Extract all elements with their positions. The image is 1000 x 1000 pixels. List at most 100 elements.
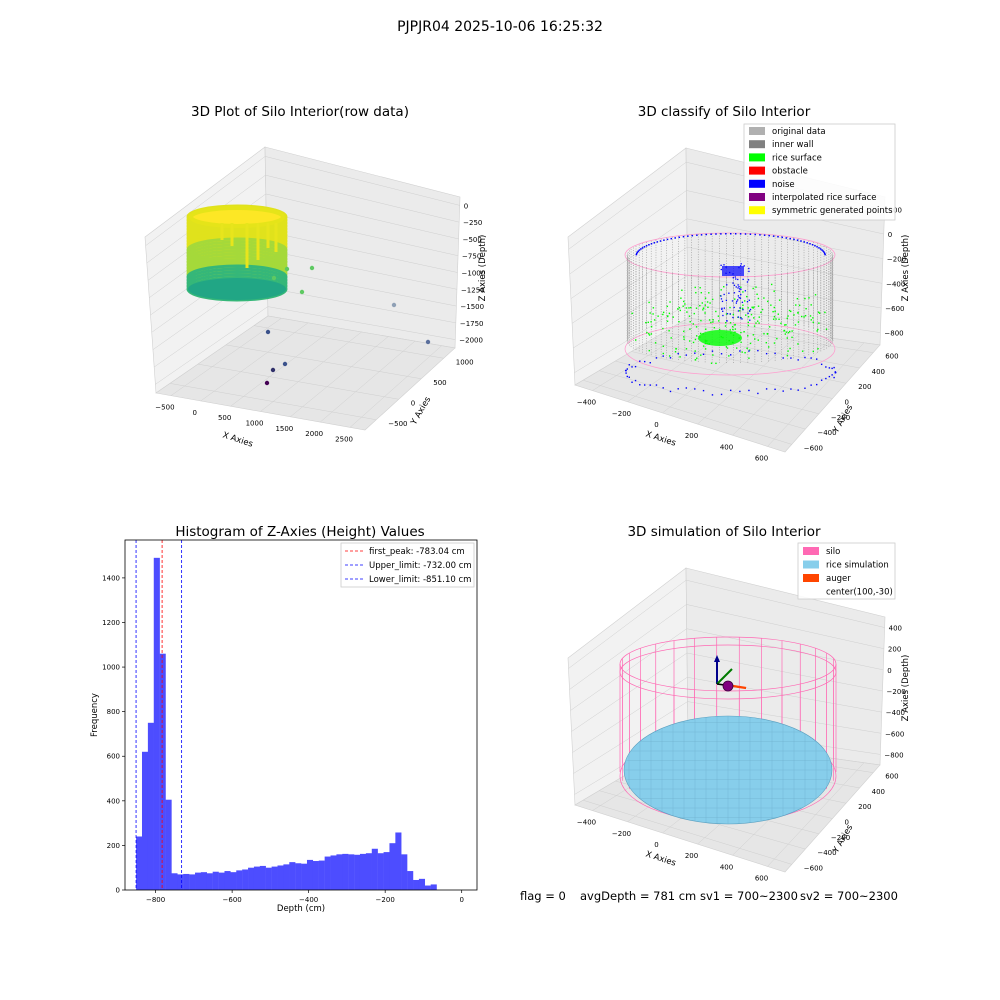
panel3-xlabel: Depth (cm) [277, 904, 325, 914]
histogram-bar [141, 751, 149, 890]
silo-bottom [188, 278, 286, 300]
histogram-y-ticks: 0 200 400 600 800 1000 1200 1400 [102, 574, 125, 895]
panel4-xlabel: X Axies [644, 849, 677, 868]
p4-y-tick: 200 [858, 803, 871, 811]
p1-z-tick: −750 [462, 253, 481, 261]
histogram-y-tick: 1200 [102, 619, 120, 627]
histogram-x-tick: −200 [376, 896, 395, 904]
histogram-bar [295, 863, 302, 890]
panel2-title: 3D classify of Silo Interior [638, 104, 811, 120]
p1-z-tick: −1000 [462, 270, 486, 278]
legend-swatch [749, 127, 765, 135]
p2-y-tick: 200 [858, 383, 871, 391]
p2-z-tick: 0 [888, 231, 892, 239]
histogram-bar [195, 872, 202, 890]
p4-z-tick: −200 [887, 688, 906, 696]
histogram-bar [348, 854, 355, 890]
p4-x-tick: 200 [685, 852, 698, 860]
p2-y-tick: 0 [845, 399, 849, 407]
p1-z-tick: −1750 [460, 320, 484, 328]
panel1-zlabel: Z Axies (Depth) [478, 235, 488, 302]
noise-cluster [722, 266, 744, 276]
histogram-y-tick: 1000 [102, 664, 120, 672]
p2-x-tick: 200 [685, 432, 698, 440]
panel1-title: 3D Plot of Silo Interior(row data) [191, 104, 409, 120]
histogram-x-ticks: −800 −600 −400 −200 0 [146, 890, 464, 904]
histogram-bar [407, 871, 414, 890]
p2-z-tick: −400 [886, 280, 905, 288]
histogram-bar [377, 853, 384, 890]
histogram-y-tick: 1400 [102, 574, 120, 582]
outlier-point [309, 265, 315, 271]
histogram-bar [242, 869, 249, 890]
panel-histogram: Histogram of Z-Axies (Height) Values −80… [90, 524, 478, 914]
legend-label: original data [772, 127, 826, 137]
histogram-bar [395, 832, 402, 890]
inner-wall-points [626, 233, 834, 363]
p1-x-tick: 1500 [275, 425, 293, 433]
histogram-bar [330, 855, 337, 890]
histogram-bar [383, 852, 390, 890]
p2-x-tick: −200 [612, 410, 631, 418]
legend-label: symmetric generated points [772, 206, 893, 216]
p2-z-tick: −800 [884, 330, 903, 338]
histogram-bar [212, 871, 219, 890]
histogram-bar [365, 853, 372, 890]
p4-y-tick: −200 [831, 834, 850, 842]
outlier-point [284, 266, 290, 272]
histogram-bar [324, 856, 331, 890]
p2-y-tick: −200 [831, 414, 850, 422]
histogram-bar [312, 861, 319, 890]
p1-y-ticks: −500 0 500 1000 [388, 358, 473, 428]
panel4-legend: silo rice simulation auger center(100,-30) [797, 542, 896, 600]
panel-classify-3d: 3D classify of Silo Interior −400 −200 0 20… [567, 104, 911, 463]
p1-x-tick: 500 [218, 414, 231, 422]
histogram-bar [271, 866, 278, 890]
histogram-bars [136, 557, 437, 890]
p1-z-tick: −2000 [459, 337, 483, 345]
p2-x-tick: 400 [720, 443, 733, 451]
p2-z-tick: −600 [885, 305, 904, 313]
p1-x-tick: 0 [193, 409, 197, 417]
histogram-bar [206, 873, 213, 890]
legend-label: center(100,-30) [826, 588, 893, 598]
legend-label: first_peak: -783.04 cm [369, 547, 465, 557]
p2-x-tick: −400 [577, 399, 596, 407]
histogram-y-tick: 200 [107, 842, 120, 850]
panel4-title: 3D simulation of Silo Interior [627, 524, 821, 540]
panel3-legend: first_peak: -783.04 cm Upper_limit: -732.… [340, 542, 475, 588]
histogram-bar [224, 871, 231, 890]
p1-x-tick: −500 [155, 404, 174, 412]
histogram-y-tick: 600 [107, 753, 120, 761]
histogram-bar [248, 867, 255, 890]
histogram-x-tick: 0 [459, 896, 463, 904]
histogram-bar [165, 799, 172, 890]
legend-label: noise [772, 180, 795, 190]
legend-label: rice simulation [826, 561, 889, 571]
footer-status: flag = 0 avgDepth = 781 cm sv1 = 700~230… [520, 889, 898, 903]
p2-y-tick: −400 [817, 429, 836, 437]
histogram-bar [230, 872, 237, 890]
panel4-zlabel: Z Axies (Depth) [901, 655, 911, 722]
p2-y-tick: 600 [885, 353, 898, 361]
legend-label: Lower_limit: -851.10 cm [369, 575, 471, 585]
p4-y-tick: −600 [804, 864, 823, 872]
outlier-point [265, 329, 271, 335]
panel1-xlabel: X Axies [221, 430, 254, 449]
panel2-scatter [624, 232, 837, 396]
histogram-bar [236, 870, 243, 890]
histogram-bar [401, 854, 408, 890]
histogram-bar [153, 557, 160, 890]
p2-x-ticks: −400 −200 0 200 400 600 [577, 399, 768, 463]
p1-y-tick: 1000 [456, 358, 474, 366]
p4-y-tick: 600 [885, 773, 898, 781]
histogram-frame [124, 539, 478, 891]
p1-x-tick: 2500 [335, 435, 353, 443]
histogram-bar [147, 722, 154, 890]
p1-x-tick: 2000 [305, 430, 323, 438]
panel2-zlabel: Z Axies (Depth) [901, 235, 911, 302]
p1-z-tick: −250 [463, 219, 482, 227]
legend-swatch [803, 574, 819, 582]
suptitle: PJPJR04 2025-10-06 16:25:32 [397, 19, 603, 35]
histogram-bar [277, 865, 284, 890]
